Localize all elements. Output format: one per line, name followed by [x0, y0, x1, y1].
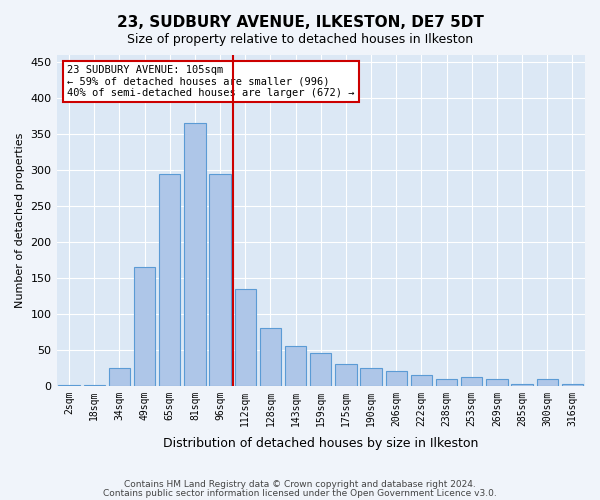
- Text: Contains HM Land Registry data © Crown copyright and database right 2024.: Contains HM Land Registry data © Crown c…: [124, 480, 476, 489]
- Bar: [134, 267, 155, 386]
- X-axis label: Distribution of detached houses by size in Ilkeston: Distribution of detached houses by size …: [163, 437, 478, 450]
- Bar: [109, 368, 130, 386]
- Bar: [335, 364, 356, 386]
- Text: 23 SUDBURY AVENUE: 105sqm
← 59% of detached houses are smaller (996)
40% of semi: 23 SUDBURY AVENUE: 105sqm ← 59% of detac…: [67, 65, 355, 98]
- Bar: [361, 368, 382, 386]
- Text: Size of property relative to detached houses in Ilkeston: Size of property relative to detached ho…: [127, 32, 473, 46]
- Text: 23, SUDBURY AVENUE, ILKESTON, DE7 5DT: 23, SUDBURY AVENUE, ILKESTON, DE7 5DT: [116, 15, 484, 30]
- Bar: [235, 288, 256, 386]
- Bar: [562, 384, 583, 386]
- Bar: [285, 346, 307, 386]
- Bar: [536, 378, 558, 386]
- Bar: [436, 378, 457, 386]
- Bar: [411, 375, 432, 386]
- Bar: [260, 328, 281, 386]
- Bar: [83, 385, 105, 386]
- Y-axis label: Number of detached properties: Number of detached properties: [15, 132, 25, 308]
- Bar: [461, 377, 482, 386]
- Bar: [486, 378, 508, 386]
- Bar: [209, 174, 231, 386]
- Bar: [58, 385, 80, 386]
- Bar: [159, 174, 181, 386]
- Bar: [386, 372, 407, 386]
- Bar: [310, 354, 331, 386]
- Bar: [184, 124, 206, 386]
- Bar: [511, 384, 533, 386]
- Text: Contains public sector information licensed under the Open Government Licence v3: Contains public sector information licen…: [103, 488, 497, 498]
